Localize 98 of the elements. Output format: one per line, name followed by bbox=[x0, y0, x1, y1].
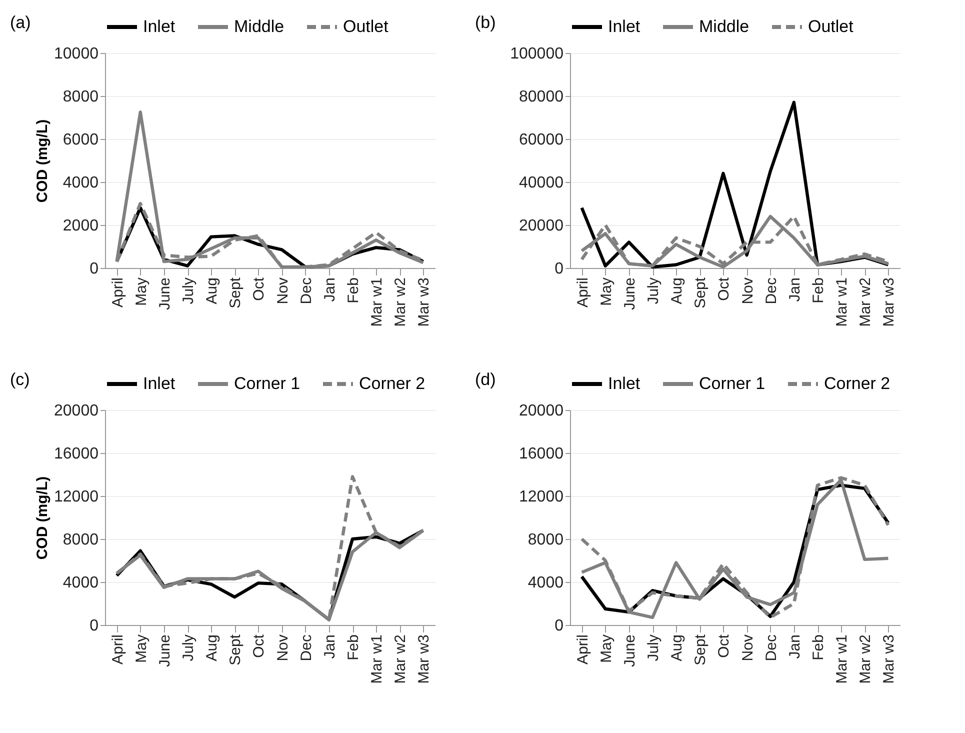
x-tick-label: Sept bbox=[227, 276, 244, 308]
y-tick-label: 100000 bbox=[510, 46, 564, 62]
x-tick-label: May bbox=[132, 277, 150, 306]
y-tick-label: 12000 bbox=[54, 488, 99, 506]
legend-label: Corner 2 bbox=[359, 374, 426, 393]
x-tick-label: May bbox=[132, 634, 150, 663]
y-tick-label: 80000 bbox=[519, 88, 564, 106]
x-tick-label: July bbox=[645, 634, 662, 662]
x-tick-label: Mar w3 bbox=[880, 634, 898, 684]
x-tick-label: July bbox=[180, 277, 197, 304]
y-tick-label: 10000 bbox=[54, 46, 99, 62]
y-tick-label: 4000 bbox=[528, 574, 564, 592]
x-tick-label: May bbox=[598, 277, 615, 306]
y-tick-label: 40000 bbox=[519, 174, 564, 192]
x-tick-label: July bbox=[645, 277, 662, 304]
y-tick-label: 0 bbox=[554, 618, 564, 634]
y-tick-label: 20000 bbox=[519, 402, 564, 420]
x-tick-label: Mar w2 bbox=[857, 278, 874, 327]
legend-label: Corner 2 bbox=[824, 374, 890, 393]
x-tick-label: Dec bbox=[298, 277, 315, 304]
x-tick-label: Mar w3 bbox=[880, 278, 898, 327]
legend-label: Middle bbox=[699, 17, 750, 36]
legend-label: Corner 1 bbox=[699, 374, 766, 393]
x-tick-label: Mar w2 bbox=[857, 634, 874, 684]
y-tick-label: 0 bbox=[90, 260, 99, 278]
x-tick-label: Oct bbox=[716, 276, 733, 301]
x-tick-label: June bbox=[621, 634, 638, 668]
x-tick-label: Jan bbox=[786, 634, 804, 659]
y-tick-label: 60000 bbox=[519, 132, 564, 148]
x-tick-label: Dec bbox=[762, 277, 780, 304]
x-tick-label: Aug bbox=[668, 634, 686, 662]
x-tick-label: Oct bbox=[250, 276, 268, 301]
x-tick-label: Nov bbox=[274, 277, 292, 304]
x-tick-label: Aug bbox=[204, 278, 221, 304]
x-tick-label: Mar w1 bbox=[368, 634, 386, 684]
x-tick-label: Feb bbox=[345, 634, 362, 660]
x-tick-label: Jan bbox=[786, 278, 804, 302]
x-tick-label: Nov bbox=[274, 634, 292, 662]
legend-label: Inlet bbox=[143, 17, 176, 36]
x-tick-label: June bbox=[621, 278, 638, 310]
x-tick-label: Oct bbox=[250, 634, 268, 658]
x-tick-label: Aug bbox=[668, 278, 686, 304]
y-tick-label: 2000 bbox=[62, 218, 99, 234]
x-tick-label: Jan bbox=[321, 634, 338, 659]
y-tick-label: 20000 bbox=[54, 402, 99, 420]
y-axis-title: COD (mg/L) bbox=[34, 476, 52, 560]
x-tick-label: Mar w2 bbox=[392, 634, 410, 684]
x-tick-label: Nov bbox=[739, 634, 756, 662]
y-tick-label: 6000 bbox=[62, 132, 99, 148]
x-tick-label: Dec bbox=[762, 634, 780, 662]
chart-title: (c) bbox=[10, 370, 30, 389]
x-tick-label: Oct bbox=[716, 634, 733, 658]
x-tick-label: July bbox=[180, 634, 197, 662]
x-tick-label: May bbox=[598, 634, 615, 663]
x-tick-label: Nov bbox=[739, 277, 756, 304]
y-tick-label: 16000 bbox=[519, 446, 564, 462]
x-tick-label: Sept bbox=[692, 276, 710, 308]
x-tick-label: Dec bbox=[298, 634, 315, 662]
legend-label: Inlet bbox=[608, 17, 640, 36]
y-tick-label: 8000 bbox=[62, 532, 99, 548]
y-tick-label: 20000 bbox=[519, 218, 564, 234]
legend-label: Outlet bbox=[808, 17, 854, 36]
legend-label: Inlet bbox=[608, 374, 640, 393]
x-tick-label: April bbox=[109, 278, 126, 308]
y-tick-label: 4000 bbox=[62, 174, 99, 192]
x-tick-label: Feb bbox=[810, 634, 827, 660]
x-tick-label: Jan bbox=[321, 278, 338, 302]
x-tick-label: Feb bbox=[345, 278, 362, 304]
y-tick-label: 16000 bbox=[54, 446, 99, 462]
chart-title: (a) bbox=[10, 13, 31, 32]
x-tick-label: June bbox=[156, 634, 174, 668]
y-tick-label: 8000 bbox=[62, 88, 99, 106]
x-tick-label: Sept bbox=[692, 634, 710, 666]
x-tick-label: Mar w3 bbox=[416, 278, 433, 327]
legend-label: Middle bbox=[234, 17, 284, 36]
y-axis-title: COD (mg/L) bbox=[34, 119, 52, 203]
x-tick-label: April bbox=[109, 634, 126, 665]
x-tick-label: April bbox=[574, 634, 592, 665]
y-tick-label: 0 bbox=[554, 260, 564, 278]
x-tick-label: Mar w1 bbox=[834, 278, 851, 327]
y-tick-label: 8000 bbox=[528, 532, 564, 548]
chart-title: (d) bbox=[475, 370, 496, 389]
x-tick-label: Feb bbox=[810, 278, 827, 304]
legend-label: Outlet bbox=[343, 17, 389, 36]
legend-label: Inlet bbox=[143, 374, 176, 393]
x-tick-label: Aug bbox=[204, 634, 221, 662]
chart-title: (b) bbox=[475, 13, 496, 32]
y-tick-label: 0 bbox=[90, 618, 99, 634]
y-tick-label: 12000 bbox=[519, 488, 564, 506]
x-tick-label: Mar w3 bbox=[416, 634, 433, 684]
x-tick-label: April bbox=[574, 278, 592, 308]
x-tick-label: Mar w1 bbox=[834, 634, 851, 684]
x-tick-label: Sept bbox=[227, 634, 244, 666]
x-tick-label: Mar w2 bbox=[392, 278, 410, 327]
y-tick-label: 4000 bbox=[62, 574, 99, 592]
legend-label: Corner 1 bbox=[234, 374, 300, 393]
x-tick-label: June bbox=[156, 278, 174, 310]
x-tick-label: Mar w1 bbox=[368, 278, 386, 327]
